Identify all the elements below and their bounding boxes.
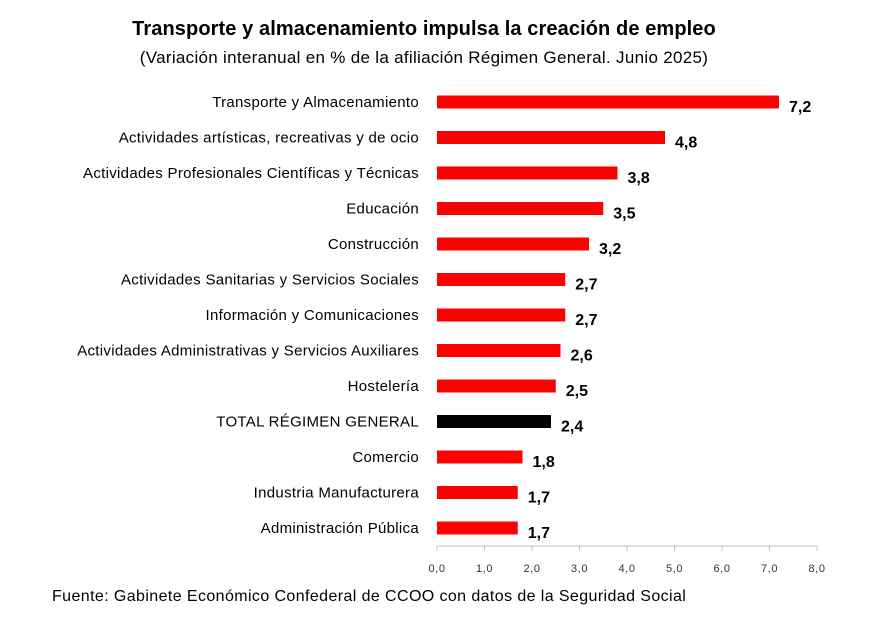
x-tick-label: 7,0	[761, 563, 778, 575]
bar-5	[437, 237, 589, 251]
x-tick-label: 3,0	[571, 563, 588, 575]
bar-9	[437, 379, 556, 393]
bar-4	[437, 202, 604, 215]
x-tick-label: 8,0	[808, 563, 825, 575]
bar-12	[437, 486, 518, 499]
x-tick-label: 6,0	[713, 563, 730, 575]
data-label: 2,6	[571, 348, 593, 365]
category-label: Hostelería	[348, 378, 420, 395]
data-label: 2,4	[561, 419, 583, 436]
category-label: Comercio	[352, 449, 419, 466]
category-label: Transporte y Almacenamiento	[212, 94, 419, 111]
bar-13	[437, 521, 518, 535]
data-label: 3,5	[613, 206, 635, 223]
data-label: 7,2	[789, 99, 811, 116]
category-label: Actividades artísticas, recreativas y de…	[119, 130, 419, 147]
bar-6	[437, 273, 566, 286]
category-label: Información y Comunicaciones	[206, 307, 420, 324]
x-tick-label: 2,0	[523, 563, 540, 575]
category-label: Administración Pública	[261, 520, 420, 537]
category-label: Construcción	[328, 236, 419, 253]
data-label: 1,7	[528, 490, 550, 507]
bar-total	[437, 415, 551, 428]
category-label: Industria Manufacturera	[254, 485, 420, 502]
category-label: Educación	[346, 201, 419, 218]
chart-title: Transporte y almacenamiento impulsa la c…	[132, 18, 716, 40]
x-tick-label: 0,0	[428, 563, 445, 575]
x-tick-label: 4,0	[618, 563, 635, 575]
category-label: TOTAL RÉGIMEN GENERAL	[216, 414, 419, 431]
bar-2	[437, 131, 665, 144]
category-label: Actividades Sanitarias y Servicios Socia…	[121, 272, 419, 289]
x-tick-label: 5,0	[666, 563, 683, 575]
chart-source-note: Fuente: Gabinete Económico Confederal de…	[52, 588, 687, 605]
bar-7	[437, 308, 566, 322]
bar-3	[437, 166, 618, 180]
bar-11	[437, 450, 523, 464]
data-label: 2,5	[566, 383, 588, 400]
bar-8	[437, 344, 561, 357]
data-label: 3,8	[628, 170, 650, 187]
data-label: 2,7	[575, 312, 597, 329]
data-label: 1,7	[528, 525, 550, 542]
data-label: 3,2	[599, 241, 621, 258]
category-label: Actividades Administrativas y Servicios …	[77, 343, 419, 360]
bar-1	[437, 95, 779, 109]
chart-subtitle: (Variación interanual en % de la afiliac…	[139, 48, 709, 67]
data-label: 4,8	[675, 135, 697, 152]
category-label: Actividades Profesionales Científicas y …	[83, 165, 419, 182]
data-label: 2,7	[575, 277, 597, 294]
x-tick-label: 1,0	[476, 563, 493, 575]
data-label: 1,8	[533, 454, 555, 471]
